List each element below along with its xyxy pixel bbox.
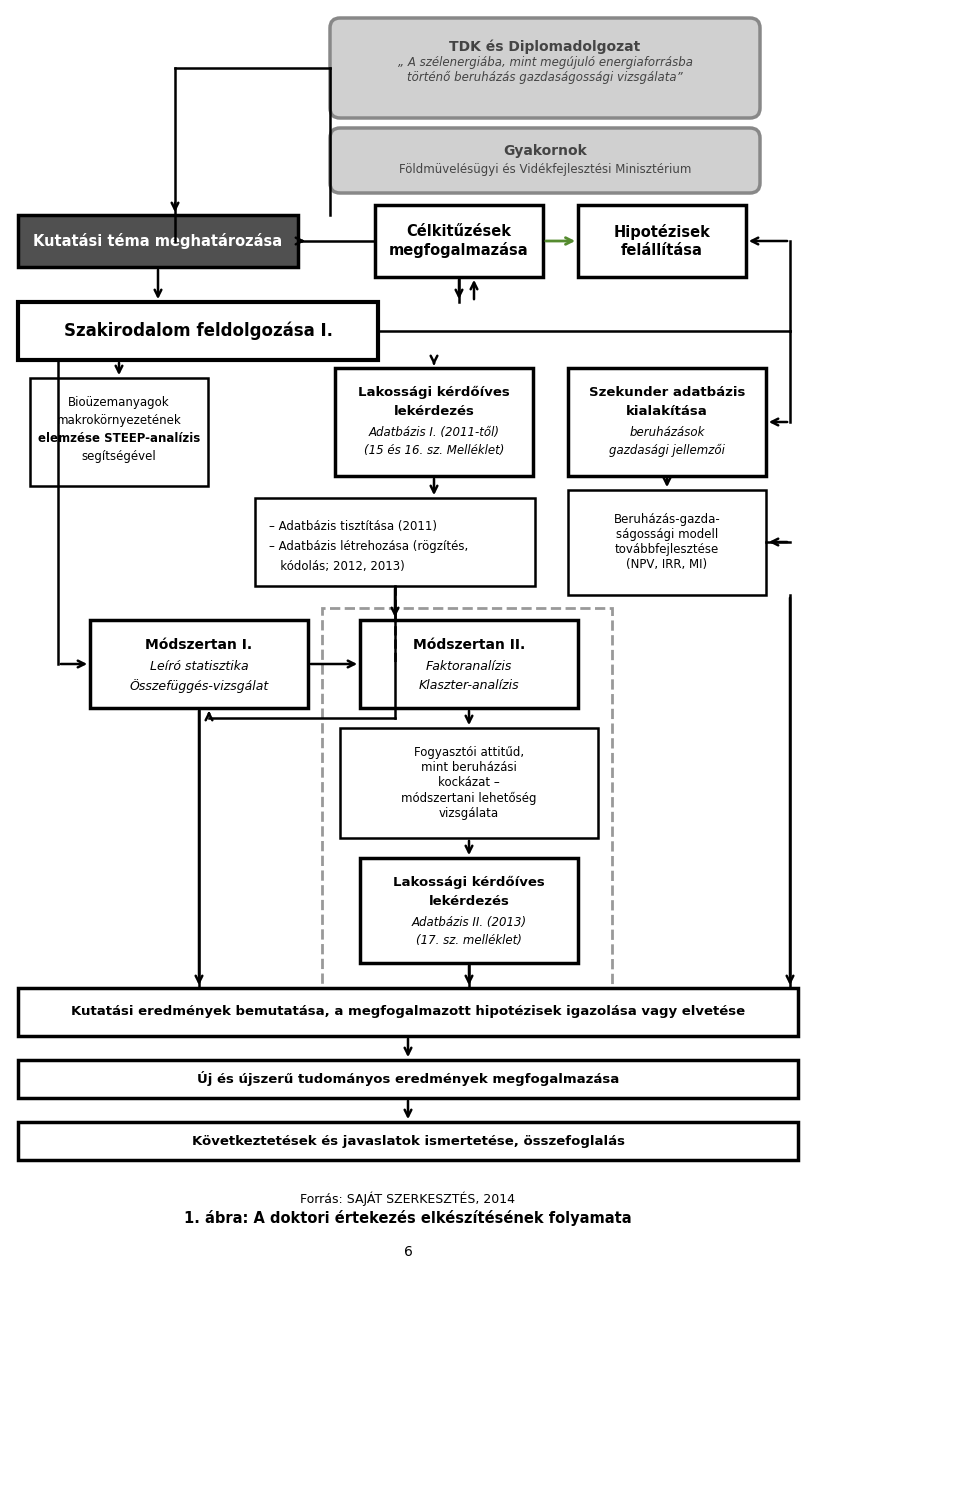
Text: Célkitűzések
megfogalmazása: Célkitűzések megfogalmazása [389,225,529,258]
Text: Adatbázis I. (2011-től): Adatbázis I. (2011-től) [369,426,499,439]
Text: Beruházás-gazda-
ságossági modell
továbbfejlesztése
(NPV, IRR, MI): Beruházás-gazda- ságossági modell tovább… [613,514,720,570]
FancyBboxPatch shape [330,18,760,118]
Text: „ A szélenergiába, mint megújuló energiaforrásba
történő beruházás gazdaságosság: „ A szélenergiába, mint megújuló energia… [397,57,692,85]
Text: lekérdezés: lekérdezés [394,405,474,418]
Text: – Adatbázis tisztítása (2011): – Adatbázis tisztítása (2011) [269,520,437,533]
Text: Földmüvelésügyi és Vidékfejlesztési Minisztérium: Földmüvelésügyi és Vidékfejlesztési Mini… [398,162,691,176]
Bar [568,490,766,596]
Text: elemzése STEEP-analízis: elemzése STEEP-analízis [37,432,200,445]
Bar [30,378,208,485]
Text: Lakossági kérdőíves: Lakossági kérdőíves [394,876,545,889]
Bar [360,619,578,707]
FancyBboxPatch shape [330,128,760,194]
Bar [568,368,766,476]
Text: kialakítása: kialakítása [626,405,708,418]
Bar [375,205,543,277]
Text: beruházások: beruházások [630,426,705,439]
Text: TDK és Diplomadolgozat: TDK és Diplomadolgozat [449,40,640,55]
Text: (15 és 16. sz. Melléklet): (15 és 16. sz. Melléklet) [364,444,504,457]
Text: makrokörnyezetének: makrokörnyezetének [57,414,181,427]
Text: Új és újszerű tudományos eredmények megfogalmazása: Új és újszerű tudományos eredmények megf… [197,1072,619,1087]
Text: Faktoranalízis: Faktoranalízis [426,660,513,673]
Text: Következtetések és javaslatok ismertetése, összefoglalás: Következtetések és javaslatok ismertetés… [191,1135,625,1148]
Text: Bioüzemanyagok: Bioüzemanyagok [68,396,170,409]
Text: gazdasági jellemzői: gazdasági jellemzői [609,444,725,457]
Text: Klaszter-analízis: Klaszter-analízis [419,679,519,692]
Text: Összefüggés-vizsgálat: Összefüggés-vizsgálat [130,679,269,692]
Text: Módszertan II.: Módszertan II. [413,637,525,652]
Bar [18,1123,798,1160]
Text: Módszertan I.: Módszertan I. [145,637,252,652]
Text: Gyakornok: Gyakornok [503,144,587,158]
Text: Lakossági kérdőíves: Lakossági kérdőíves [358,386,510,399]
Text: (17. sz. melléklet): (17. sz. melléklet) [416,934,522,947]
Bar [18,989,798,1036]
Text: Adatbázis II. (2013): Adatbázis II. (2013) [412,916,527,929]
Bar [578,205,746,277]
Bar [322,608,612,989]
Bar [360,858,578,963]
Bar [255,497,535,587]
Text: kódolás; 2012, 2013): kódolás; 2012, 2013) [269,560,405,573]
Bar [18,1060,798,1097]
Bar [335,368,533,476]
Text: segítségével: segítségével [82,450,156,463]
Text: Hipotézisek
felállítása: Hipotézisek felállítása [613,225,710,258]
Bar [90,619,308,707]
Text: 1. ábra: A doktori értekezés elkészítésének folyamata: 1. ábra: A doktori értekezés elkészítésé… [184,1211,632,1225]
Text: Fogyasztói attitűd,
mint beruházási
kockázat –
módszertani lehetőség
vizsgálata: Fogyasztói attitűd, mint beruházási kock… [401,746,537,819]
Bar [18,214,298,267]
Text: – Adatbázis létrehozása (rögzítés,: – Adatbázis létrehozása (rögzítés, [269,541,468,552]
Bar [18,302,378,360]
Text: lekérdezés: lekérdezés [428,895,510,908]
Text: 6: 6 [403,1245,413,1260]
Text: Szakirodalom feldolgozása I.: Szakirodalom feldolgozása I. [63,322,332,341]
Text: Kutatási téma meghatározása: Kutatási téma meghatározása [34,232,282,249]
Text: Leíró statisztika: Leíró statisztika [150,660,249,673]
Text: Forrás: SAJÁT SZERKESZTÉS, 2014: Forrás: SAJÁT SZERKESZTÉS, 2014 [300,1193,516,1206]
Bar [340,728,598,838]
Text: Szekunder adatbázis: Szekunder adatbázis [588,386,745,399]
Text: Kutatási eredmények bemutatása, a megfogalmazott hipotézisek igazolása vagy elve: Kutatási eredmények bemutatása, a megfog… [71,1005,745,1018]
